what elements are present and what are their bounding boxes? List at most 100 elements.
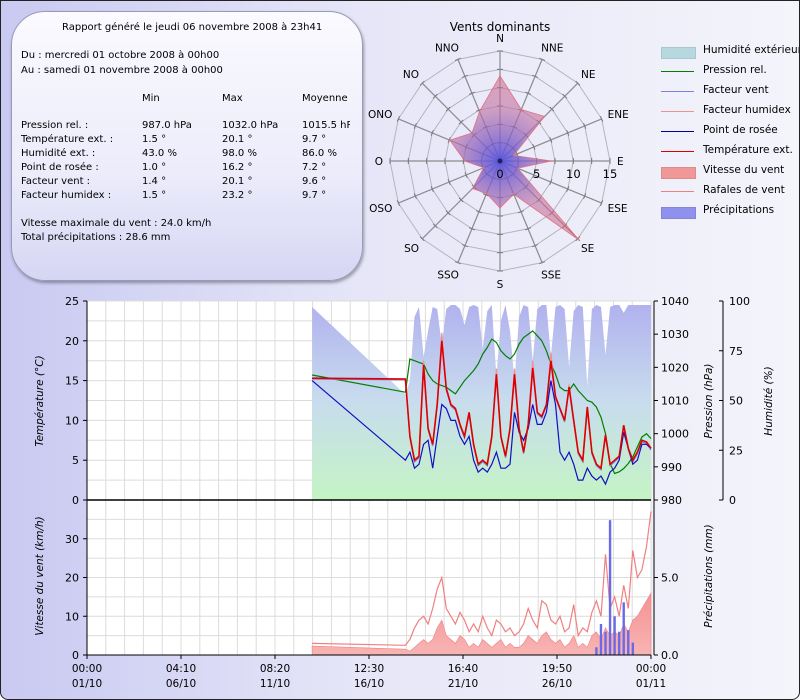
col-avg-header: Moyenne xyxy=(302,93,348,104)
stat-label: Humidité ext. : xyxy=(21,148,96,159)
precipitation-tick-label: 5.0 xyxy=(661,572,679,585)
rose-tick xyxy=(532,144,536,150)
rose-direction-label: NE xyxy=(581,69,596,81)
legend-swatch xyxy=(661,71,694,72)
stat-avg: 9.7 ° xyxy=(302,134,327,145)
rose-tick xyxy=(419,80,425,86)
stat-avg: 86.0 % xyxy=(302,148,337,159)
rose-tick xyxy=(475,210,482,214)
humidite-exterieure-area xyxy=(312,305,651,500)
rose-tick xyxy=(539,57,546,61)
rose-direction-label: NNE xyxy=(541,42,563,54)
rose-tick xyxy=(454,261,461,265)
rose-tick xyxy=(445,210,451,216)
rose-tick xyxy=(549,179,553,186)
rose-tick xyxy=(432,93,438,99)
rose-tick xyxy=(468,227,475,231)
rose-tick xyxy=(549,106,555,112)
rose-radial-tick: 5 xyxy=(533,167,540,181)
rose-tick xyxy=(600,115,604,122)
rose-point xyxy=(512,154,515,157)
wind-tick-label: 0 xyxy=(72,649,79,662)
rose-point xyxy=(464,160,466,162)
rose-tick xyxy=(396,115,400,122)
legend-swatch xyxy=(661,47,696,59)
x-tick-time: 04:10 xyxy=(166,663,196,675)
rose-direction-label: NO xyxy=(403,69,419,81)
rose-tick xyxy=(419,236,425,242)
rose-tick xyxy=(525,227,532,231)
legend-label: Rafales de vent xyxy=(703,184,785,196)
stat-max: 20.1 ° xyxy=(222,134,253,145)
rose-direction-label: NNO xyxy=(435,42,459,54)
rose-tick xyxy=(549,136,553,143)
wind-tick-label: 20 xyxy=(65,572,79,585)
x-tick-date: 01/10 xyxy=(72,678,102,690)
stat-avg: 9.7 ° xyxy=(302,190,327,201)
rose-tick xyxy=(532,244,539,248)
pressure-axis-title: Pression (hPa) xyxy=(703,364,715,439)
wind-rose: N NNE NE ENE E ESE SE SSE S SSO SO OSO O ONO NO NNO 0 5 10… xyxy=(368,33,629,291)
precipitation-axis-title: Précipitations (mm) xyxy=(703,524,715,628)
rose-point xyxy=(512,193,515,195)
legend-item: Facteur vent xyxy=(661,83,799,99)
rose-radial-tick: 15 xyxy=(603,167,618,181)
rose-point xyxy=(499,207,501,209)
precipitation-bar xyxy=(595,647,598,655)
pressure-tick-label: 1010 xyxy=(661,395,689,408)
rose-tick xyxy=(432,223,438,229)
x-tick-time: 12:30 xyxy=(354,663,384,675)
stat-max: 23.2 ° xyxy=(222,190,253,201)
rose-direction-label: SE xyxy=(581,243,594,255)
rose-tick xyxy=(458,119,464,125)
rose-tick xyxy=(413,122,417,129)
time-series-plots: 0510152025980990100010101020103010400255… xyxy=(34,295,775,690)
legend-label: Vitesse du vent xyxy=(703,164,785,176)
rose-tick xyxy=(461,74,468,78)
stat-min: 43.0 % xyxy=(142,148,177,159)
precipitation-bar xyxy=(617,631,621,655)
temperature-tick-label: 20 xyxy=(65,335,79,348)
rose-point xyxy=(550,160,553,162)
stat-label: Température ext. : xyxy=(21,134,114,145)
rose-point xyxy=(482,166,485,169)
legend-label: Précipitations xyxy=(703,204,775,216)
rose-point xyxy=(471,187,474,190)
legend-swatch xyxy=(661,191,694,192)
stat-avg: 1015.5 hPa xyxy=(302,120,350,131)
rose-direction-label: SO xyxy=(404,243,419,255)
rose-direction-label: N xyxy=(496,33,504,45)
period-to: Au : samedi 01 novembre 2008 à 00h00 xyxy=(21,65,223,76)
rose-tick xyxy=(413,193,417,200)
x-tick-time: 19:50 xyxy=(542,663,572,675)
x-tick-date: 06/10 xyxy=(166,678,196,690)
x-tick-date: 01/11 xyxy=(636,678,666,690)
legend-item: Température ext. xyxy=(661,143,799,159)
legend-item: Précipitations xyxy=(661,203,799,219)
temperature-tick-label: 10 xyxy=(65,414,79,427)
col-min-header: Min xyxy=(142,93,160,104)
humidity-tick-label: 25 xyxy=(729,444,743,457)
rose-tick xyxy=(461,244,468,248)
pressure-tick-label: 980 xyxy=(661,494,682,507)
temperature-axis-title: Température (°C) xyxy=(34,355,46,446)
x-tick-time: 08:20 xyxy=(260,663,290,675)
legend-label: Facteur vent xyxy=(703,84,769,96)
rose-direction-label: ENE xyxy=(608,109,629,121)
pressure-tick-label: 1030 xyxy=(661,328,689,341)
rose-tick xyxy=(539,261,546,265)
rose-direction-label: ONO xyxy=(368,109,392,121)
temperature-tick-label: 25 xyxy=(65,295,79,308)
precipitation-tick-label: 0.0 xyxy=(661,649,679,662)
report-title: Rapport généré le jeudi 06 novembre 2008… xyxy=(62,22,323,33)
precipitation-bar xyxy=(604,631,607,655)
stat-label: Pression rel. : xyxy=(21,120,89,131)
legend-item: Humidité extérieure xyxy=(661,43,799,59)
stat-max: 1032.0 hPa xyxy=(222,120,279,131)
humidity-tick-label: 75 xyxy=(729,345,743,358)
pressure-tick-label: 1020 xyxy=(661,361,689,374)
legend-swatch xyxy=(661,167,696,179)
stat-min: 1.0 ° xyxy=(142,162,167,173)
rose-tick xyxy=(583,122,587,129)
rose-tick xyxy=(430,186,434,193)
